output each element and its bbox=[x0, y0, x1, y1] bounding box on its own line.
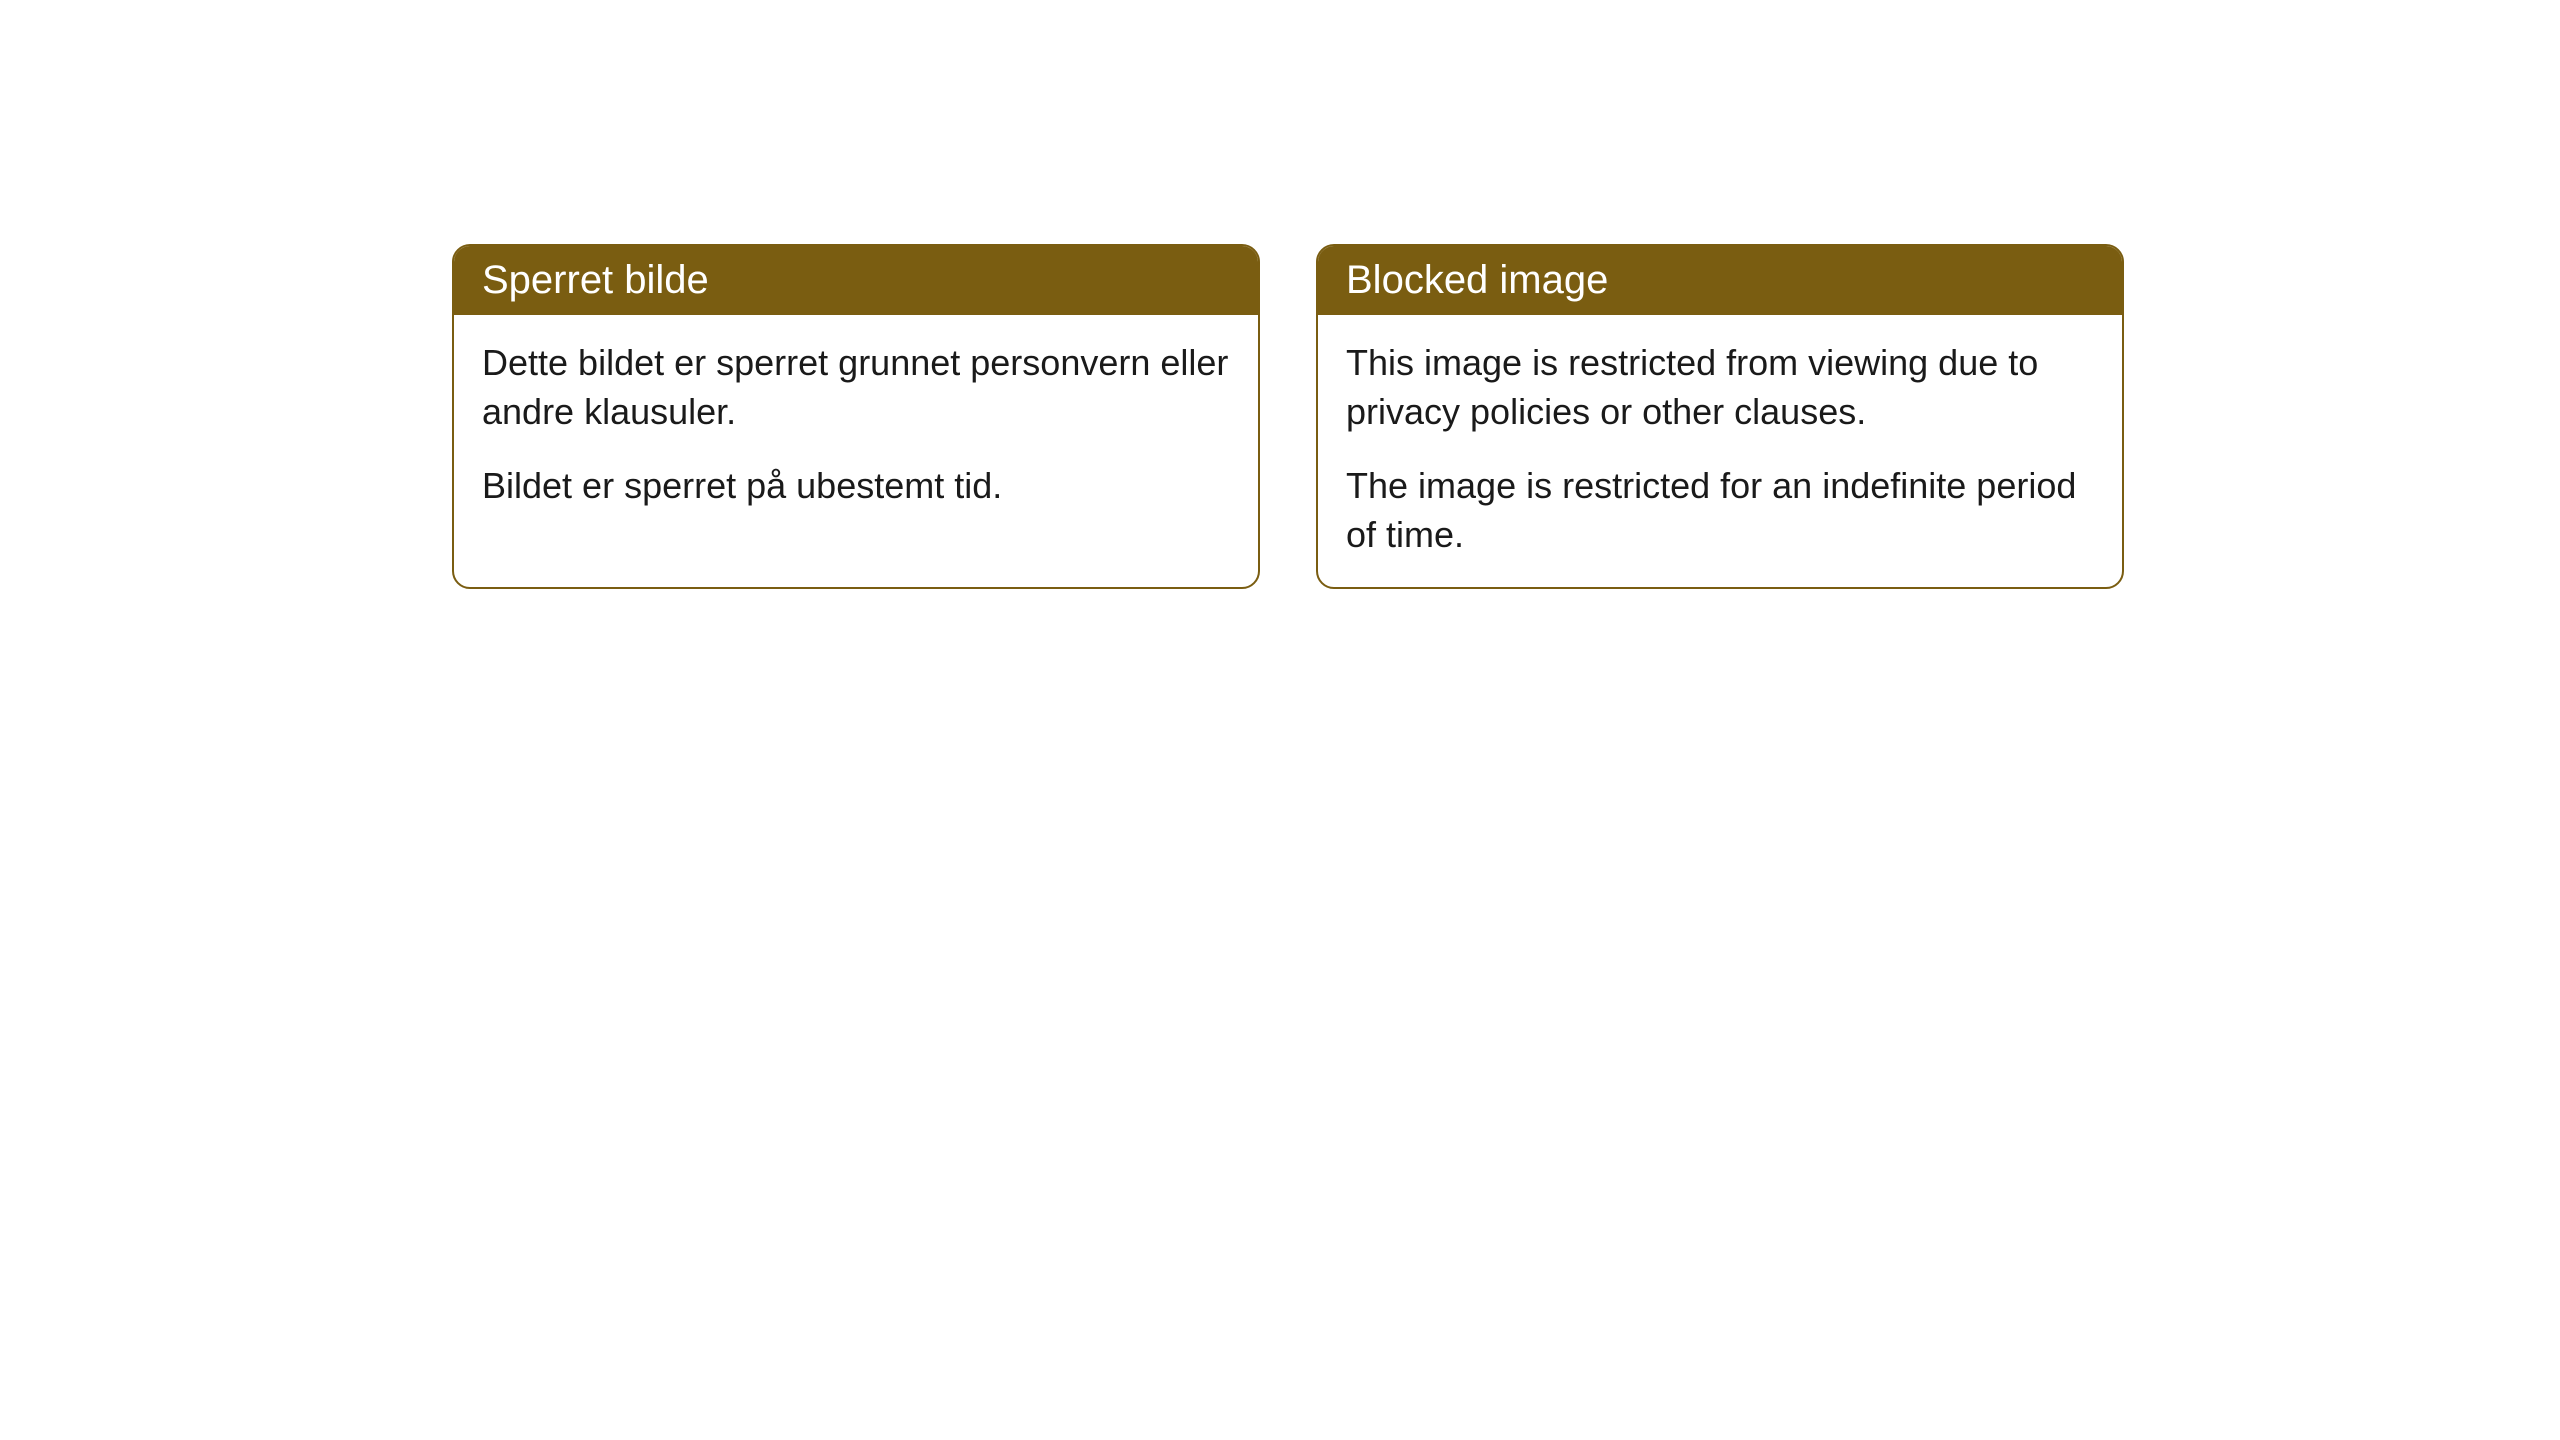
card-paragraph: The image is restricted for an indefinit… bbox=[1346, 462, 2094, 559]
card-header: Blocked image bbox=[1318, 246, 2122, 315]
card-paragraph: Dette bildet er sperret grunnet personve… bbox=[482, 339, 1230, 436]
card-header: Sperret bilde bbox=[454, 246, 1258, 315]
card-paragraph: This image is restricted from viewing du… bbox=[1346, 339, 2094, 436]
card-body: This image is restricted from viewing du… bbox=[1318, 315, 2122, 587]
card-title: Blocked image bbox=[1346, 258, 1608, 302]
card-body: Dette bildet er sperret grunnet personve… bbox=[454, 315, 1258, 539]
notice-cards-row: Sperret bilde Dette bildet er sperret gr… bbox=[452, 244, 2124, 589]
notice-card-norwegian: Sperret bilde Dette bildet er sperret gr… bbox=[452, 244, 1260, 589]
card-paragraph: Bildet er sperret på ubestemt tid. bbox=[482, 462, 1230, 511]
notice-card-english: Blocked image This image is restricted f… bbox=[1316, 244, 2124, 589]
card-title: Sperret bilde bbox=[482, 258, 709, 302]
